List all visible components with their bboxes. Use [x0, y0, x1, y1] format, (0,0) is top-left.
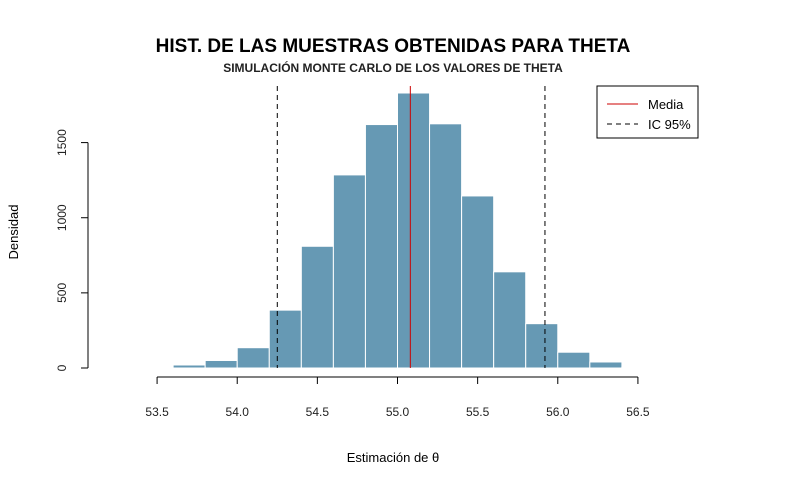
x-tick-label: 56.0 [546, 405, 570, 419]
legend-box [596, 85, 699, 139]
histogram-bar [461, 195, 495, 369]
histogram-bar [268, 309, 302, 369]
histogram-bar [364, 124, 399, 369]
y-tick-label: 500 [55, 283, 69, 303]
histogram-bar [557, 351, 591, 369]
legend: Media IC 95% [596, 85, 699, 139]
histogram-bars [108, 92, 687, 369]
histogram-bar [172, 364, 206, 369]
histogram-bar [493, 271, 527, 369]
x-axis: 53.5 54.0 54.5 55.0 55.5 56.0 56.5 [145, 376, 650, 419]
x-tick-label: 54.0 [226, 405, 250, 419]
histogram-bar [204, 359, 238, 369]
histogram-bar [108, 366, 142, 369]
y-tick-label: 1000 [55, 204, 69, 231]
reference-lines [276, 86, 546, 368]
y-tick-label: 0 [55, 364, 69, 371]
histogram-bar [397, 92, 431, 369]
x-tick-label: 54.5 [306, 405, 330, 419]
histogram-bar [525, 323, 559, 369]
histogram-bar [653, 366, 687, 369]
x-tick-label: 55.0 [386, 405, 410, 419]
histogram-bar [621, 366, 655, 369]
histogram-bar [429, 123, 463, 369]
chart-subtitle: SIMULACIÓN MONTE CARLO DE LOS VALORES DE… [223, 60, 563, 75]
legend-label-ic95: IC 95% [648, 117, 691, 132]
x-tick-label: 56.5 [626, 405, 650, 419]
histogram-bar [236, 347, 270, 369]
x-tick-label: 53.5 [145, 405, 169, 419]
y-axis-label: Densidad [6, 205, 21, 260]
x-axis-label: Estimación de θ [347, 450, 440, 465]
chart-title: HIST. DE LAS MUESTRAS OBTENIDAS PARA THE… [156, 36, 631, 57]
histogram-bar [140, 366, 174, 369]
legend-label-media: Media [648, 97, 684, 112]
x-tick-label: 55.5 [466, 405, 490, 419]
histogram-bar [300, 245, 334, 369]
histogram-bar [589, 361, 623, 369]
histogram-bar [332, 174, 366, 369]
y-tick-label: 1500 [55, 129, 69, 156]
y-axis: 0 500 1000 1500 [55, 129, 89, 371]
